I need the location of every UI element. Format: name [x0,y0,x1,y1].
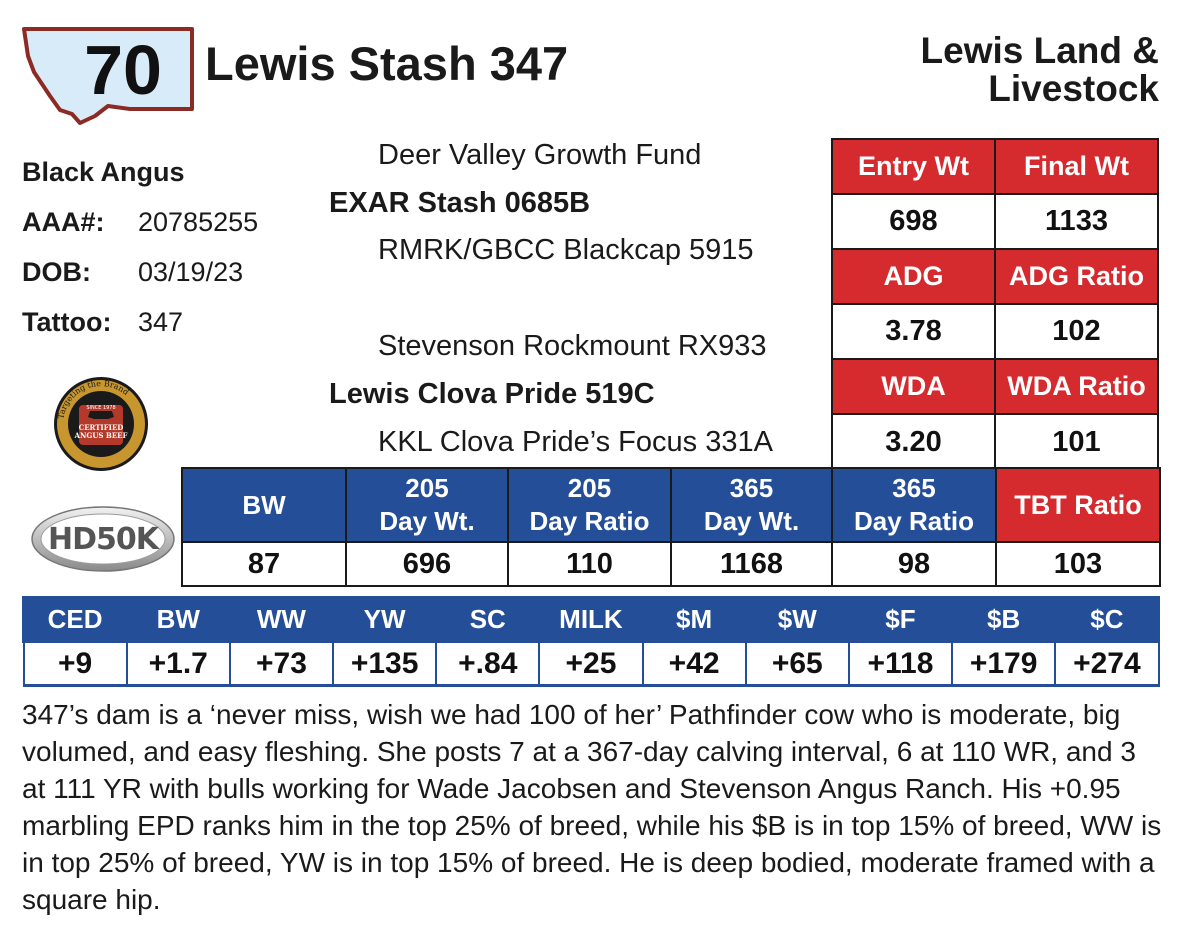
epd-header-milk: MILK [537,596,645,643]
ratio-table: BW 205 Day Wt. 205 Day Ratio 365 Day Wt. 36… [181,467,1161,587]
ratio-header-tbt: TBT Ratio [995,467,1161,543]
hd50k-logo: HD50K [31,506,175,572]
pedigree-sire-dam: RMRK/GBCC Blackcap 5915 [378,234,754,266]
final-wt-value: 1133 [994,193,1159,250]
lot-number: 70 [84,31,162,109]
ratio-value-tbt: 103 [995,541,1161,587]
adg-ratio-header: ADG Ratio [994,248,1159,305]
consignor-name: Lewis Land & Livestock [799,32,1159,108]
epd-header-w: $W [744,596,851,643]
tattoo-label: Tattoo: [22,307,112,337]
epd-header-b: $B [950,596,1057,643]
performance-table: Entry Wt Final Wt 698 1133 ADG ADG Ratio… [831,138,1159,471]
pedigree-dam: Lewis Clova Pride 519C [329,378,655,410]
registration-number: 20785255 [138,207,259,237]
epd-header-bw: BW [125,596,232,643]
epd-value-f: +118 [847,640,954,687]
epd-header-f: $F [847,596,954,643]
montana-state-icon [22,27,194,125]
ratio-value-365-day-ratio: 98 [831,541,997,587]
epd-value-yw: +135 [332,640,438,687]
entry-wt-value: 698 [831,193,996,250]
epd-value-w: +65 [744,640,850,687]
consignor-line-2: Livestock [988,68,1159,109]
ratio-header-365-day-wt: 365 Day Wt. [670,467,833,543]
epd-value-m: +42 [641,640,747,687]
tattoo-row: Tattoo: 347 [22,305,322,339]
final-wt-header: Final Wt [994,138,1159,195]
epd-value-c: +274 [1054,640,1160,687]
epd-table: CED BW WW YW SC MILK $M $W $F $B $C +9 +… [21,596,1161,687]
epd-header-ced: CED [21,596,129,643]
ratio-header-205-day-ratio: 205 Day Ratio [507,467,672,543]
ratio-value-bw: 87 [181,541,347,587]
ratio-header-365-day-ratio: 365 Day Ratio [831,467,997,543]
epd-header-sc: SC [434,596,541,643]
pedigree-dam-dam: KKL Clova Pride’s Focus 331A [378,426,773,458]
adg-value: 3.78 [831,303,996,360]
epd-value-bw: +1.7 [125,640,231,687]
description-text: 347’s dam is a ‘never miss, wish we had … [22,699,1162,915]
ratio-value-205-day-ratio: 110 [507,541,672,587]
breed-value: Black Angus [22,157,185,187]
consignor-line-1: Lewis Land & [920,30,1159,71]
certified-angus-beef-logo: Targeting the Brand SINCE 1978 CERTIFIED… [54,377,148,471]
adg-ratio-value: 102 [994,303,1159,360]
registration-label: AAA#: [22,207,105,237]
pedigree-sire-sire: Deer Valley Growth Fund [378,139,702,171]
breed: Black Angus [22,155,185,189]
ratio-value-205-day-wt: 696 [345,541,509,587]
epd-header-ww: WW [228,596,335,643]
pedigree-sire: EXAR Stash 0685B [329,187,591,219]
cab-line-1: CERTIFIED [79,423,124,432]
tattoo-value: 347 [138,307,184,337]
dob-row: DOB: 03/19/23 [22,255,322,289]
cab-year: SINCE 1978 [86,405,115,411]
animal-name: Lewis Stash 347 [205,37,569,90]
epd-header-yw: YW [331,596,438,643]
epd-value-b: +179 [951,640,1057,687]
epd-value-ced: +9 [22,640,128,687]
cab-line-2: ANGUS BEEF [74,431,128,440]
epd-header-c: $C [1053,596,1161,643]
ratio-header-bw: BW [181,467,347,543]
adg-header: ADG [831,248,996,305]
ratio-header-205-day-wt: 205 Day Wt. [345,467,509,543]
dob-label: DOB: [22,257,91,287]
epd-header-m: $M [641,596,748,643]
epd-value-ww: +73 [228,640,335,687]
hd50k-text: HD50K [48,522,161,557]
registration-row: AAA#: 20785255 [22,205,322,239]
wda-ratio-value: 101 [994,413,1159,471]
ratio-value-365-day-wt: 1168 [670,541,833,587]
wda-header: WDA [831,358,996,415]
wda-ratio-header: WDA Ratio [994,358,1159,415]
dob-value: 03/19/23 [138,257,244,287]
pedigree-dam-sire: Stevenson Rockmount RX933 [378,330,767,362]
epd-value-sc: +.84 [435,640,541,687]
wda-value: 3.20 [831,413,996,471]
epd-value-milk: +25 [538,640,644,687]
entry-wt-header: Entry Wt [831,138,996,195]
